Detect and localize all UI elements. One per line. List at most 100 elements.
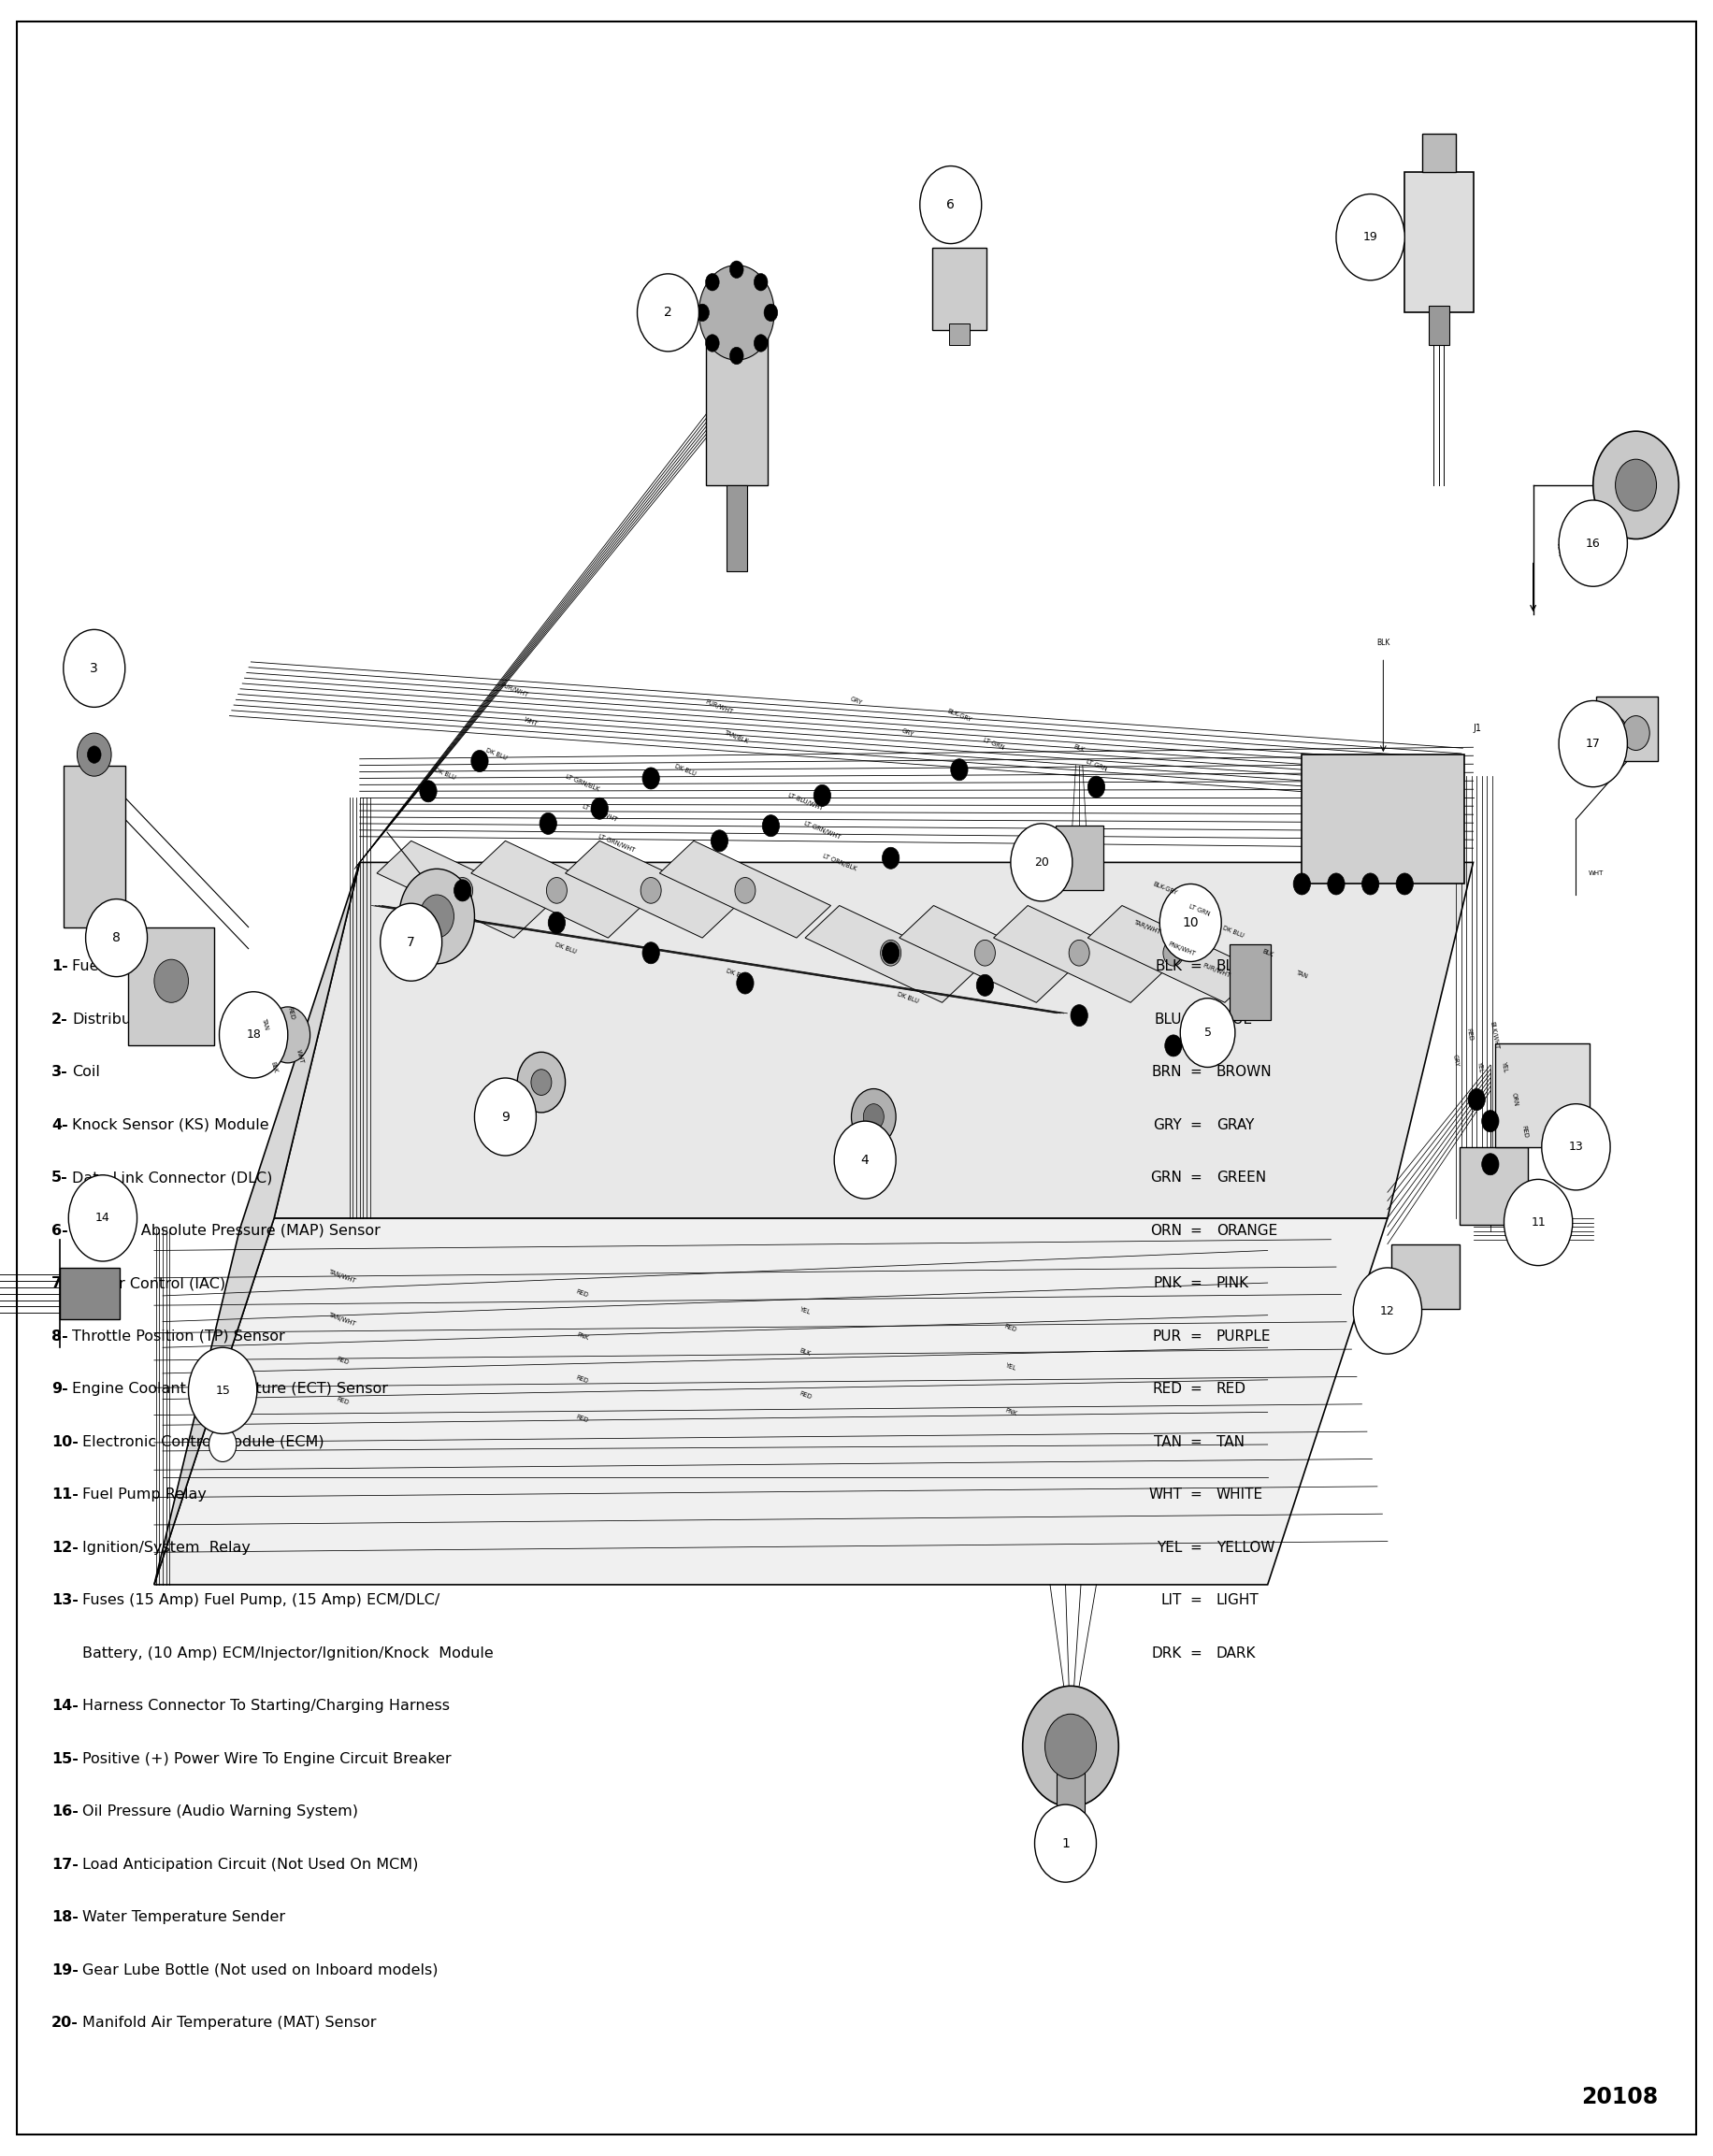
Text: DK BLU: DK BLU — [433, 768, 457, 780]
Bar — [949, 323, 970, 345]
Text: 9: 9 — [502, 1110, 509, 1123]
Circle shape — [863, 1104, 884, 1130]
Circle shape — [380, 903, 442, 981]
Text: 14-: 14- — [51, 1699, 79, 1714]
Bar — [1495, 1044, 1590, 1147]
Text: RED: RED — [1004, 1324, 1018, 1332]
Polygon shape — [154, 1218, 1388, 1585]
Text: Ignition/System  Relay: Ignition/System Relay — [82, 1542, 250, 1554]
Text: =: = — [1191, 1593, 1201, 1608]
Text: WHT: WHT — [1555, 541, 1562, 558]
Text: RED: RED — [1466, 1028, 1473, 1041]
Text: 19: 19 — [1364, 231, 1377, 244]
Text: GREEN: GREEN — [1216, 1171, 1266, 1186]
Circle shape — [737, 972, 754, 994]
Text: 16: 16 — [1586, 537, 1600, 550]
Text: YEL: YEL — [1501, 1061, 1507, 1074]
Polygon shape — [805, 906, 976, 1003]
Text: 2: 2 — [665, 306, 671, 319]
Circle shape — [591, 798, 608, 819]
Circle shape — [1163, 940, 1184, 966]
Text: GRY: GRY — [1453, 1054, 1459, 1067]
Circle shape — [1353, 1268, 1422, 1354]
Bar — [1302, 755, 1465, 884]
Text: PUR/WHT: PUR/WHT — [704, 699, 735, 716]
Text: BLU: BLU — [1155, 1013, 1182, 1026]
Text: BLACK: BLACK — [1216, 959, 1262, 975]
Bar — [1597, 696, 1658, 761]
Text: 8-: 8- — [51, 1328, 69, 1343]
Bar — [1055, 826, 1103, 890]
Circle shape — [154, 959, 188, 1003]
Text: J1: J1 — [1473, 724, 1482, 733]
Circle shape — [1088, 776, 1105, 798]
Text: WHITE: WHITE — [1216, 1488, 1262, 1503]
Text: DK BLU: DK BLU — [553, 942, 577, 955]
Text: 7: 7 — [408, 936, 415, 949]
Text: Fuel Pump Relay: Fuel Pump Relay — [82, 1488, 207, 1503]
Text: Data Link Connector (DLC): Data Link Connector (DLC) — [72, 1171, 272, 1186]
Text: YEL: YEL — [1156, 1539, 1182, 1554]
Circle shape — [851, 1089, 896, 1145]
Text: PUR: PUR — [1153, 1328, 1182, 1343]
Text: PURPLE: PURPLE — [1216, 1328, 1271, 1343]
Text: LT ORN/BLK: LT ORN/BLK — [822, 854, 856, 871]
Circle shape — [1593, 431, 1679, 539]
Text: 11-: 11- — [51, 1488, 79, 1503]
Text: 9-: 9- — [51, 1382, 69, 1397]
Text: BROWN: BROWN — [1216, 1065, 1273, 1080]
Text: =: = — [1191, 1013, 1201, 1026]
Circle shape — [1035, 1805, 1096, 1882]
Circle shape — [1045, 1714, 1096, 1779]
Polygon shape — [471, 841, 642, 938]
Text: =: = — [1191, 1382, 1201, 1397]
Text: 5-: 5- — [51, 1171, 69, 1186]
Circle shape — [517, 1052, 565, 1112]
Circle shape — [531, 1069, 552, 1095]
Text: GRAY: GRAY — [1216, 1117, 1254, 1132]
Text: LT GRN/BLK: LT GRN/BLK — [565, 774, 600, 791]
Circle shape — [882, 847, 899, 869]
Text: 5: 5 — [1204, 1026, 1211, 1039]
Text: ORN: ORN — [1511, 1093, 1518, 1106]
Bar — [1405, 172, 1473, 313]
Text: Coil: Coil — [72, 1065, 99, 1080]
Circle shape — [695, 304, 709, 321]
Text: Fuel Pump: Fuel Pump — [72, 959, 151, 975]
Text: 3: 3 — [91, 662, 98, 675]
Bar — [1459, 1147, 1528, 1225]
Text: Positive (+) Power Wire To Engine Circuit Breaker: Positive (+) Power Wire To Engine Circui… — [82, 1753, 451, 1766]
Circle shape — [754, 334, 767, 351]
Circle shape — [1165, 1035, 1182, 1056]
Text: TAN/WHT: TAN/WHT — [329, 1311, 356, 1328]
Circle shape — [814, 785, 831, 806]
Text: 8: 8 — [113, 931, 120, 944]
Polygon shape — [377, 841, 548, 938]
Text: TAN/WHT: TAN/WHT — [329, 1268, 356, 1285]
Text: =: = — [1191, 1539, 1201, 1554]
Text: Electronic Control Module (ECM): Electronic Control Module (ECM) — [82, 1436, 324, 1449]
Circle shape — [1468, 1089, 1485, 1110]
Text: PUR/WHT: PUR/WHT — [1201, 962, 1232, 979]
Text: RED: RED — [1153, 1382, 1182, 1397]
Text: RED: RED — [576, 1414, 589, 1423]
Circle shape — [452, 877, 473, 903]
Text: RED: RED — [336, 1356, 349, 1365]
Polygon shape — [565, 841, 737, 938]
Circle shape — [475, 1078, 536, 1156]
Bar — [1230, 944, 1271, 1020]
Text: =: = — [1191, 1436, 1201, 1449]
Text: ORN: ORN — [1149, 1222, 1182, 1238]
Polygon shape — [994, 906, 1165, 1003]
Text: 14: 14 — [96, 1212, 110, 1225]
Circle shape — [642, 768, 660, 789]
Polygon shape — [60, 1268, 120, 1319]
Text: =: = — [1191, 1488, 1201, 1503]
Text: =: = — [1191, 1065, 1201, 1080]
Text: WHT: WHT — [295, 1048, 305, 1065]
Circle shape — [882, 942, 899, 964]
Text: 1-: 1- — [51, 959, 69, 975]
Circle shape — [754, 274, 767, 291]
Text: LIGHT: LIGHT — [1216, 1593, 1259, 1608]
Text: Throttle Position (TP) Sensor: Throttle Position (TP) Sensor — [72, 1328, 284, 1343]
